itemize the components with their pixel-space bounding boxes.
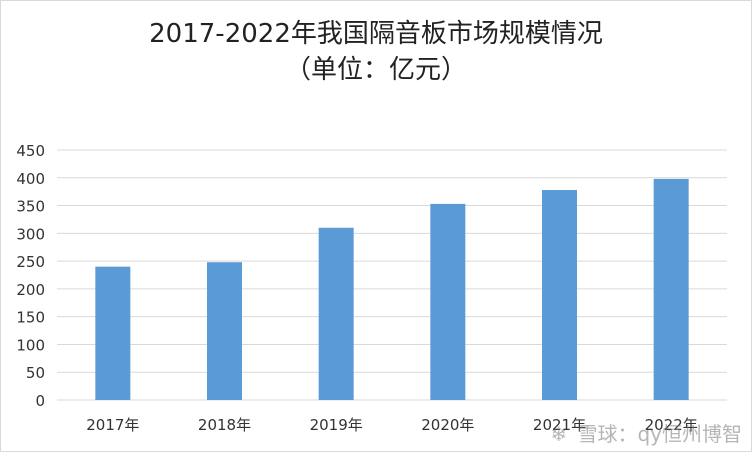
x-tick-label: 2020年 bbox=[421, 416, 474, 434]
chart-title: 2017-2022年我国隔音板市场规模情况 bbox=[149, 19, 603, 49]
y-tick-label: 400 bbox=[16, 170, 45, 188]
bar bbox=[207, 262, 242, 400]
watermark-text: 雪球：qy恒州博智 bbox=[577, 422, 742, 446]
y-tick-label: 100 bbox=[16, 336, 45, 354]
y-tick-label: 150 bbox=[16, 309, 45, 327]
x-tick-label: 2017年 bbox=[86, 416, 139, 434]
x-tick-label: 2022年 bbox=[645, 416, 698, 434]
x-tick-label: 2018年 bbox=[198, 416, 251, 434]
x-tick-label: 2021年 bbox=[533, 416, 586, 434]
y-tick-label: 200 bbox=[16, 281, 45, 299]
y-tick-label: 0 bbox=[35, 392, 45, 410]
bar bbox=[430, 203, 466, 400]
bar bbox=[318, 227, 354, 400]
y-tick-label: 250 bbox=[16, 253, 45, 271]
watermark: ❄ 雪球：qy恒州博智 bbox=[550, 422, 742, 446]
x-tick-label: 2019年 bbox=[310, 416, 363, 434]
bar bbox=[95, 266, 131, 400]
snowball-icon: ❄ bbox=[550, 422, 568, 446]
y-tick-label: 450 bbox=[16, 142, 45, 160]
bar bbox=[653, 178, 689, 400]
chart-subtitle: （单位：亿元） bbox=[284, 55, 467, 85]
y-tick-label: 50 bbox=[26, 364, 45, 382]
y-tick-label: 300 bbox=[16, 225, 45, 243]
y-tick-label: 350 bbox=[16, 198, 45, 216]
bar bbox=[542, 190, 577, 400]
